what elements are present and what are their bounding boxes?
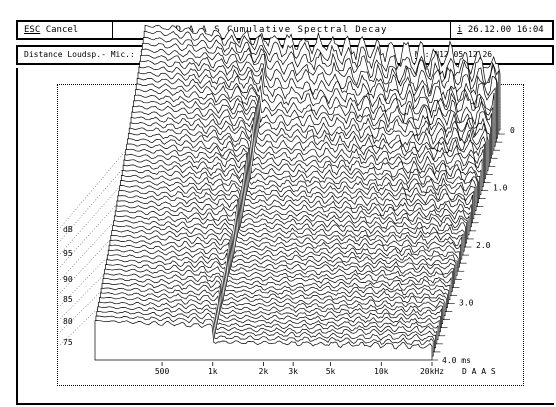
x-tick-label: 2k <box>259 367 269 376</box>
x-tick-label: 10k <box>374 367 389 376</box>
x-tick-label: 500 <box>155 367 170 376</box>
y-axis-label: dB <box>63 225 73 234</box>
brand-label: D A A S <box>462 367 496 376</box>
info-icon: i <box>457 25 463 35</box>
plot-panel <box>16 68 554 405</box>
x-tick-label: 5k <box>326 367 336 376</box>
time-tick-label: 0 <box>510 126 515 135</box>
cancel-label: Cancel <box>45 25 79 35</box>
date-info-button[interactable]: i 26.12.00 16:04 <box>451 22 552 38</box>
x-tick-label: 3k <box>288 367 298 376</box>
time-tick-label: 1.0 <box>493 184 508 193</box>
x-tick-label: 1k <box>208 367 218 376</box>
side-grid-line <box>59 157 146 255</box>
mo-value: : N12 05.12.26 <box>424 50 493 59</box>
x-tick-label: 20kHz <box>420 367 444 376</box>
time-tick-label: 4.0 ms <box>442 356 471 365</box>
y-tick-label: 85 <box>63 295 73 304</box>
side-grid-line <box>59 232 146 320</box>
side-grid-line <box>59 127 146 229</box>
esc-key-label: ESC <box>24 25 41 35</box>
time-tick-label: 2.0 <box>476 241 491 250</box>
y-tick-label: 95 <box>63 249 73 258</box>
y-tick-label: 80 <box>63 317 73 326</box>
cancel-button[interactable]: ESC Cancel <box>18 22 113 38</box>
date-time-text: 26.12.00 16:04 <box>467 25 544 35</box>
time-tick-label: 3.0 <box>459 299 474 308</box>
decay-slice <box>94 320 433 361</box>
y-tick-label: 75 <box>63 338 73 347</box>
window-title: D A A S Cumulative Spectral Decay <box>113 22 451 38</box>
y-tick-label: 90 <box>63 275 73 284</box>
